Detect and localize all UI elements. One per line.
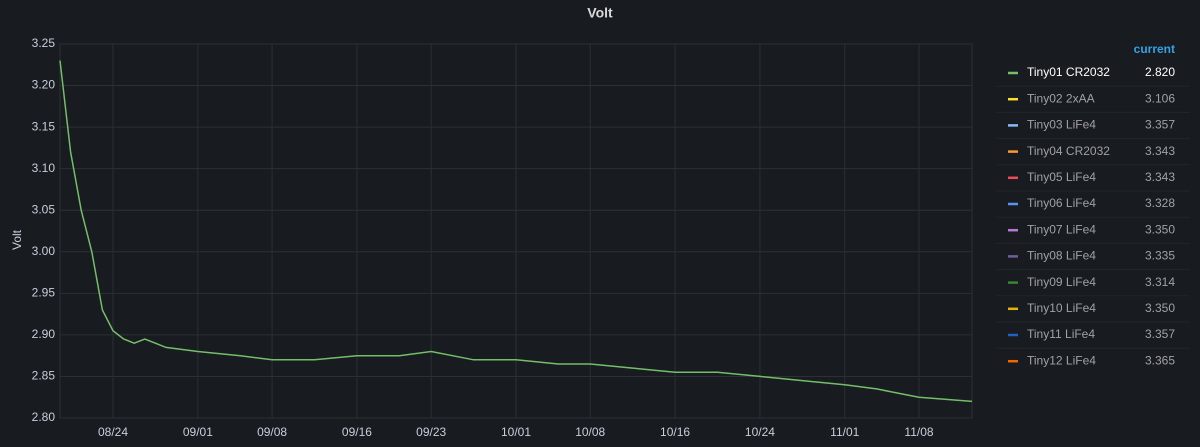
y-tick-label: 3.20 — [32, 78, 56, 92]
y-tick-label: 3.00 — [32, 244, 56, 258]
y-tick-label: 2.80 — [32, 410, 56, 424]
x-tick-label: 10/08 — [575, 425, 605, 439]
y-tick-label: 2.90 — [32, 327, 56, 341]
x-tick-label: 10/01 — [501, 425, 531, 439]
legend-name[interactable]: Tiny09 LiFe4 — [1027, 275, 1096, 289]
y-tick-label: 3.15 — [32, 119, 56, 133]
legend-name[interactable]: Tiny10 LiFe4 — [1027, 301, 1096, 315]
legend-value: 3.350 — [1145, 222, 1175, 236]
legend-name[interactable]: Tiny07 LiFe4 — [1027, 222, 1096, 236]
x-tick-label: 09/08 — [257, 425, 287, 439]
series-line — [59, 60, 973, 403]
chart-title: Volt — [587, 5, 613, 21]
x-tick-label: 10/16 — [660, 425, 690, 439]
legend-value: 3.365 — [1145, 353, 1175, 367]
x-tick-label: 08/24 — [98, 425, 128, 439]
y-tick-label: 3.05 — [32, 202, 56, 216]
legend-name[interactable]: Tiny06 LiFe4 — [1027, 196, 1096, 210]
legend-header: current — [1134, 42, 1175, 56]
legend-value: 3.328 — [1145, 196, 1175, 210]
y-axis-label: Volt — [10, 229, 24, 250]
legend-value: 3.335 — [1145, 249, 1175, 263]
legend-name[interactable]: Tiny04 CR2032 — [1027, 144, 1110, 158]
legend-value: 3.357 — [1145, 118, 1175, 132]
legend-name[interactable]: Tiny05 LiFe4 — [1027, 170, 1096, 184]
x-tick-label: 09/01 — [183, 425, 213, 439]
legend-value: 3.106 — [1145, 91, 1175, 105]
legend-name[interactable]: Tiny01 CR2032 — [1027, 65, 1110, 79]
x-tick-label: 10/24 — [745, 425, 775, 439]
legend-value: 3.343 — [1145, 144, 1175, 158]
legend-name[interactable]: Tiny11 LiFe4 — [1027, 327, 1095, 341]
x-tick-label: 09/16 — [342, 425, 372, 439]
y-tick-label: 2.95 — [32, 286, 56, 300]
plot-frame — [59, 43, 973, 419]
y-tick-label: 3.10 — [32, 161, 56, 175]
legend-value: 2.820 — [1145, 65, 1175, 79]
legend-value: 3.343 — [1145, 170, 1175, 184]
legend-name[interactable]: Tiny02 2xAA — [1027, 91, 1095, 105]
x-tick-label: 09/23 — [416, 425, 446, 439]
y-tick-label: 2.85 — [32, 369, 56, 383]
legend-value: 3.357 — [1145, 327, 1175, 341]
x-tick-label: 11/08 — [904, 425, 933, 439]
legend-value: 3.350 — [1145, 301, 1175, 315]
legend-name[interactable]: Tiny12 LiFe4 — [1027, 353, 1096, 367]
legend-value: 3.314 — [1145, 275, 1175, 289]
x-tick-label: 11/01 — [830, 425, 859, 439]
y-tick-label: 3.25 — [32, 36, 56, 50]
legend-name[interactable]: Tiny08 LiFe4 — [1027, 249, 1096, 263]
legend-name[interactable]: Tiny03 LiFe4 — [1027, 118, 1096, 132]
